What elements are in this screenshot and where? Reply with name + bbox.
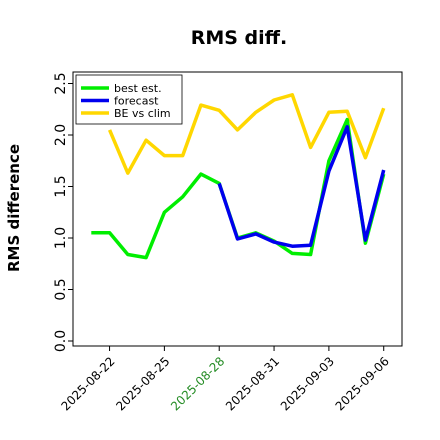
x-tick-label: 2025-08-22 [58,354,117,413]
legend-label: best est. [114,82,162,95]
legend-label: forecast [114,95,159,108]
series-line-be-vs-clim [107,93,386,175]
y-tick-label: 0.0 [53,330,69,352]
plot-area [91,93,386,260]
x-axis: 2025-08-222025-08-252025-08-282025-08-31… [58,346,392,413]
chart-title: RMS diff. [191,27,288,49]
y-tick-label: 2.0 [53,124,69,146]
series-line-forecast [217,125,386,248]
y-axis: 0.0 0.5 1.0 1.5 2.0 2.5 [53,72,73,352]
y-tick-label: 1.5 [53,175,69,197]
legend-label: BE vs clim [114,107,171,120]
y-axis-label: RMS difference [5,144,23,272]
y-tick-label: 2.5 [53,72,69,94]
y-tick-label: 0.5 [53,278,69,300]
x-tick-label: 2025-08-25 [113,354,172,413]
y-tick-label: 1.0 [53,227,69,249]
plot-frame [72,71,403,347]
x-tick-label: 2025-09-06 [333,354,392,413]
x-tick-label: 2025-08-31 [223,354,282,413]
x-tick-label: 2025-08-28 [168,354,227,413]
x-tick-label: 2025-09-03 [278,354,337,413]
